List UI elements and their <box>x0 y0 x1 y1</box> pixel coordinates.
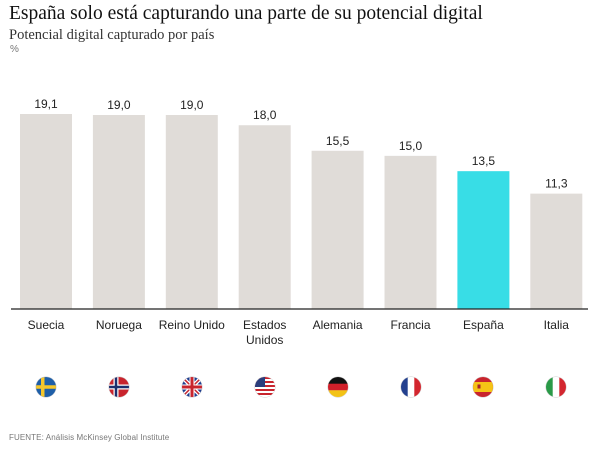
france-flag-icon <box>400 377 421 397</box>
x-tick-label: Italia <box>544 318 570 332</box>
chart-title: España solo está capturando una parte de… <box>9 3 483 24</box>
unit-label: % <box>10 44 19 55</box>
sweden-flag-icon <box>36 377 56 397</box>
data-label: 18,0 <box>253 108 277 122</box>
x-tick-label: Reino Unido <box>159 318 225 332</box>
x-tick-label: Estados <box>243 318 286 332</box>
usa-flag-icon <box>254 377 275 397</box>
spain-flag-icon <box>473 377 494 397</box>
x-tick-label: Alemania <box>313 318 363 332</box>
x-tick-label: Francia <box>390 318 430 332</box>
data-label: 19,0 <box>180 98 204 112</box>
x-tick-label: Unidos <box>246 333 283 347</box>
x-tick-label: Noruega <box>96 318 142 332</box>
source-note: FUENTE: Análisis McKinsey Global Institu… <box>9 433 170 442</box>
bar <box>92 115 145 310</box>
data-label: 11,3 <box>545 177 568 191</box>
data-label: 15,0 <box>399 139 423 153</box>
x-tick-label: España <box>463 318 504 332</box>
germany-flag-icon <box>327 377 348 397</box>
uk-flag-icon <box>181 377 202 397</box>
italy-flag-icon <box>546 377 567 397</box>
bar <box>20 114 72 309</box>
chart-subtitle: Potencial digital capturado por país <box>9 27 215 43</box>
bar <box>311 150 364 309</box>
bar <box>457 171 510 309</box>
x-tick-label: Suecia <box>28 318 65 332</box>
bar-chart: 19,1 Suecia 19,0 Noruega 19,0 Reino Unido 18,0… <box>11 97 588 347</box>
norway-flag-icon <box>108 377 129 397</box>
bar <box>384 155 437 309</box>
data-label: 19,1 <box>34 97 58 111</box>
bar <box>238 125 291 309</box>
bar <box>530 193 583 309</box>
data-label: 19,0 <box>107 98 131 112</box>
data-label: 13,5 <box>472 154 496 168</box>
data-label: 15,5 <box>326 134 350 148</box>
bar <box>165 115 218 310</box>
